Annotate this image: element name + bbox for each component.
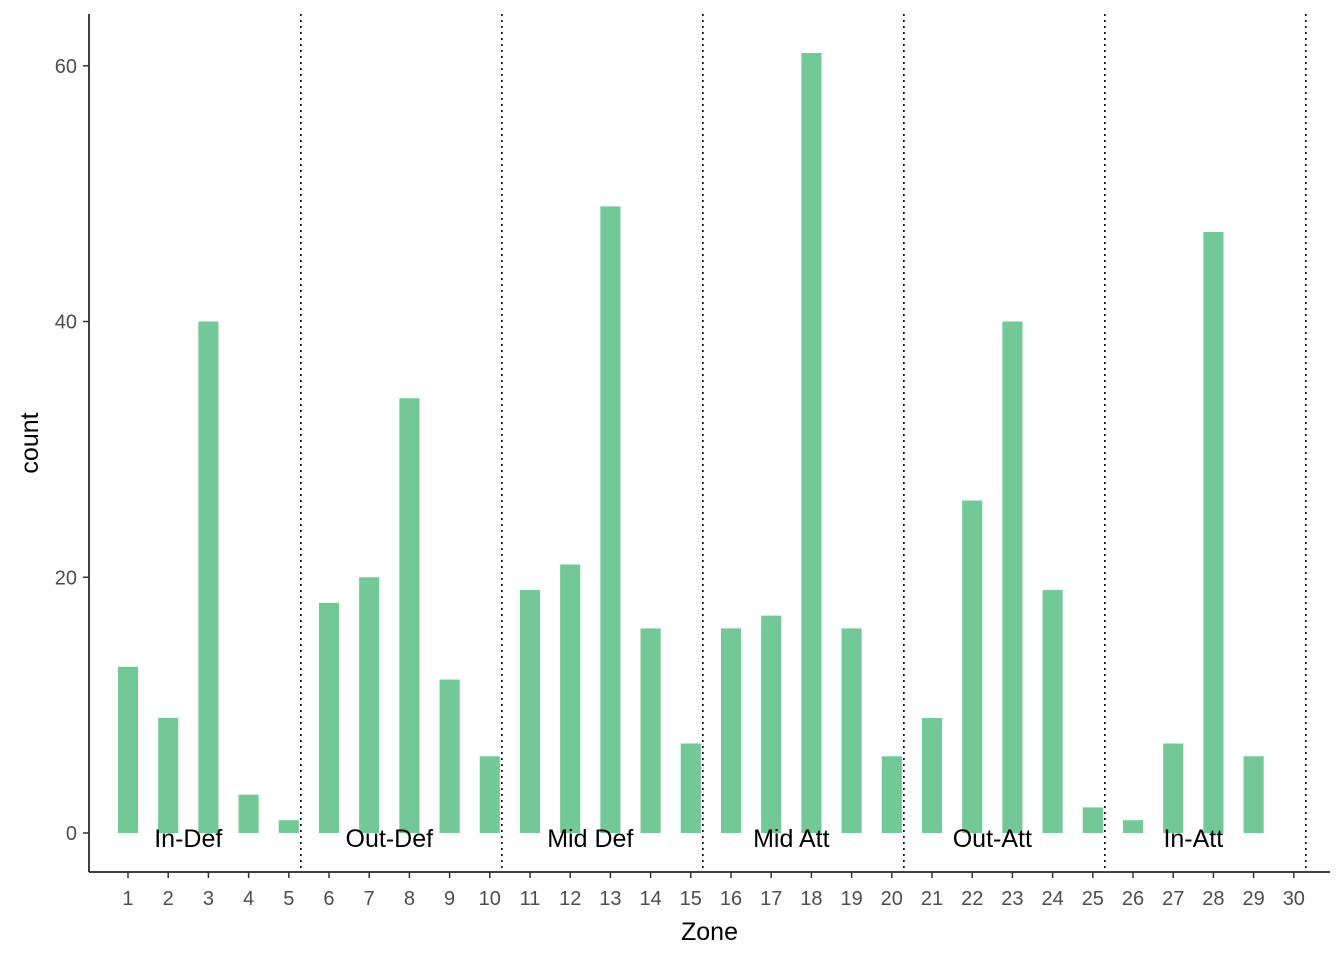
x-tick-label: 4 [243,888,254,910]
x-tick-label: 19 [840,888,862,910]
zone-dividers [300,14,1307,872]
y-axis-title: count [16,412,44,473]
zone-group-label: In-Def [154,825,222,853]
y-tick-label: 60 [55,56,77,78]
bar-zone-8 [399,398,420,833]
bar-zone-18 [801,53,822,833]
x-tick-label: 26 [1122,888,1144,910]
x-tick-label: 23 [1001,888,1023,910]
bar-zone-28 [1203,232,1224,834]
zone-group-label: Mid Att [753,825,829,853]
bar-zone-13 [600,206,621,833]
x-tick-label: 13 [599,888,621,910]
x-tick-label: 25 [1082,888,1104,910]
x-axis-title: Zone [681,918,738,946]
zone-group-label: Out-Def [346,825,434,853]
x-tick-label: 22 [961,888,983,910]
x-tick-label: 10 [479,888,501,910]
bar-zone-29 [1243,756,1264,833]
bar-zone-25 [1082,807,1103,833]
x-axis-ticks: 1 2 3 4 5 6 7 8 9 10 11 12 13 14 15 16 17 18 19 20 21 22 23 24 2… [122,872,1305,910]
x-tick-label: 14 [639,888,661,910]
bar-zone-5 [278,820,299,833]
x-tick-label: 11 [520,888,541,910]
x-tick-label: 1 [122,888,133,910]
bar-zone-2 [158,717,179,833]
bar-zone-14 [640,628,661,833]
x-tick-label: 24 [1041,888,1063,910]
bar-zone-24 [1042,590,1063,833]
y-tick-label: 40 [55,312,77,334]
y-tick-label: 20 [55,567,77,589]
bar-zone-17 [761,615,782,833]
bar-zone-16 [720,628,742,833]
x-tick-label: 3 [203,888,214,910]
x-tick-label: 7 [364,888,375,910]
bar-zone-15 [680,743,701,833]
bar-zone-9 [439,679,460,833]
y-tick-label: 0 [66,823,77,845]
bar-zone-21 [921,717,943,833]
bar-zone-27 [1163,743,1184,833]
bars-layer [117,53,1264,834]
x-tick-label: 16 [720,888,742,910]
x-tick-label: 20 [881,888,903,910]
zone-group-label: In-Att [1163,825,1223,853]
x-tick-label: 6 [323,888,334,910]
x-tick-label: 17 [760,888,782,910]
y-axis-ticks: 0 20 40 60 [55,56,89,845]
bar-zone-22 [962,500,983,833]
bar-zone-4 [238,794,259,833]
bar-zone-20 [881,756,902,833]
x-tick-label: 5 [283,888,294,910]
bar-zone-7 [359,577,380,833]
x-tick-label: 30 [1283,888,1305,910]
bar-zone-11 [519,590,541,833]
x-tick-label: 28 [1202,888,1224,910]
bar-zone-26 [1122,820,1144,833]
zone-group-labels: In-Def Out-Def Mid Def Mid Att Out-Att In-Att [154,825,1223,853]
bar-zone-23 [1002,321,1023,833]
x-tick-label: 21 [921,888,943,910]
x-tick-label: 15 [680,888,702,910]
x-tick-label: 9 [444,888,455,910]
bar-zone-12 [560,564,581,833]
bar-zone-10 [479,756,500,833]
x-tick-label: 27 [1162,888,1184,910]
x-tick-label: 2 [163,888,174,910]
x-tick-label: 12 [559,888,581,910]
bar-zone-19 [841,628,862,833]
x-tick-label: 29 [1242,888,1264,910]
x-tick-label: 18 [800,888,822,910]
zone-group-label: Out-Att [953,825,1032,853]
bar-zone-6 [318,602,340,833]
zone-group-label: Mid Def [547,825,633,853]
x-tick-label: 8 [404,888,415,910]
bar-zone-1 [117,666,139,833]
bar-zone-3 [198,321,219,833]
